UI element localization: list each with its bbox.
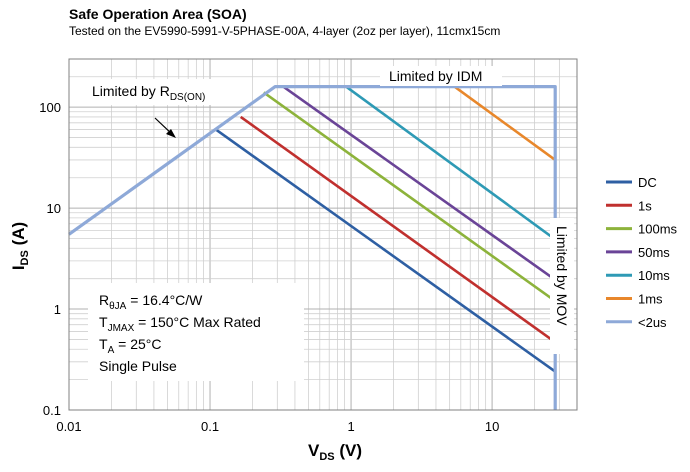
y-axis-label-unit: (A) (9, 222, 28, 250)
y-axis-label-sub: DS (19, 250, 31, 265)
rds-limit-sub: DS(ON) (170, 92, 206, 103)
rds-limit-text: Limited by R (92, 83, 170, 99)
condition-symbol: R (99, 292, 109, 308)
y-tick-label: 10 (47, 201, 61, 216)
x-tick-label: 0.01 (56, 419, 81, 434)
legend-label: DC (638, 175, 657, 190)
idm-limit-label-bg (380, 66, 502, 86)
y-axis-label-main: I (9, 265, 28, 270)
chart-title: Safe Operation Area (SOA) (69, 6, 247, 22)
series-line-50ms (282, 85, 556, 281)
chart-subtitle: Tested on the EV5990-5991-V-5PHASE-00A, … (69, 24, 501, 38)
condition-subscript: θJA (109, 301, 127, 312)
legend-label: 1s (638, 198, 652, 213)
condition-symbol: Single Pulse (99, 358, 177, 374)
conditions-box (88, 283, 304, 381)
x-tick-label: 1 (347, 419, 354, 434)
x-axis-label-sub: DS (319, 451, 334, 463)
condition-line: Single Pulse (99, 358, 177, 374)
condition-line: TJMAX = 150°C Max Rated (99, 314, 261, 334)
rds-limit-label-bg (88, 79, 218, 105)
series-line-10ms (345, 85, 556, 241)
condition-symbol: T (99, 336, 108, 352)
legend-label: 10ms (638, 268, 670, 283)
idm-limit-label: Limited by IDM (389, 68, 482, 84)
series-line-1ms (453, 85, 556, 161)
y-tick-label: 100 (39, 100, 61, 115)
x-tick-label: 0.1 (201, 419, 219, 434)
series-line-1s (239, 115, 556, 344)
y-tick-label: 1 (54, 302, 61, 317)
x-axis-label-unit: (V) (335, 441, 362, 460)
x-axis-label-main: V (308, 441, 320, 460)
plot-frame (68, 58, 578, 411)
series-line-dc (215, 128, 556, 373)
legend-label: 100ms (638, 222, 678, 237)
condition-value: = 25°C (114, 336, 161, 352)
series-line-100ms (262, 91, 556, 303)
condition-line: RθJA = 16.4°C/W (99, 292, 203, 312)
x-tick-label: 10 (485, 419, 499, 434)
condition-subscript: A (108, 345, 115, 356)
legend: DC 1s 100ms 50ms 10ms 1ms <2us (606, 175, 678, 330)
legend-label: 1ms (638, 292, 663, 307)
mov-limit-label-bg (550, 218, 574, 354)
condition-line: TA = 25°C (99, 336, 161, 356)
rds-limit-arrowhead (166, 129, 176, 138)
condition-symbol: T (99, 314, 108, 330)
condition-subscript: JMAX (108, 323, 135, 334)
rds-limit-label: Limited by RDS(ON) (92, 83, 205, 103)
x-axis-label: VDS (V) (308, 441, 362, 463)
condition-value: = 16.4°C/W (126, 292, 203, 308)
condition-value: = 150°C Max Rated (134, 314, 261, 330)
y-axis-label: IDS (A) (9, 222, 31, 270)
y-tick-label: 0.1 (43, 403, 61, 418)
legend-label: <2us (638, 315, 667, 330)
mov-limit-label: Limited by MOV (554, 226, 570, 326)
legend-label: 50ms (638, 245, 670, 260)
